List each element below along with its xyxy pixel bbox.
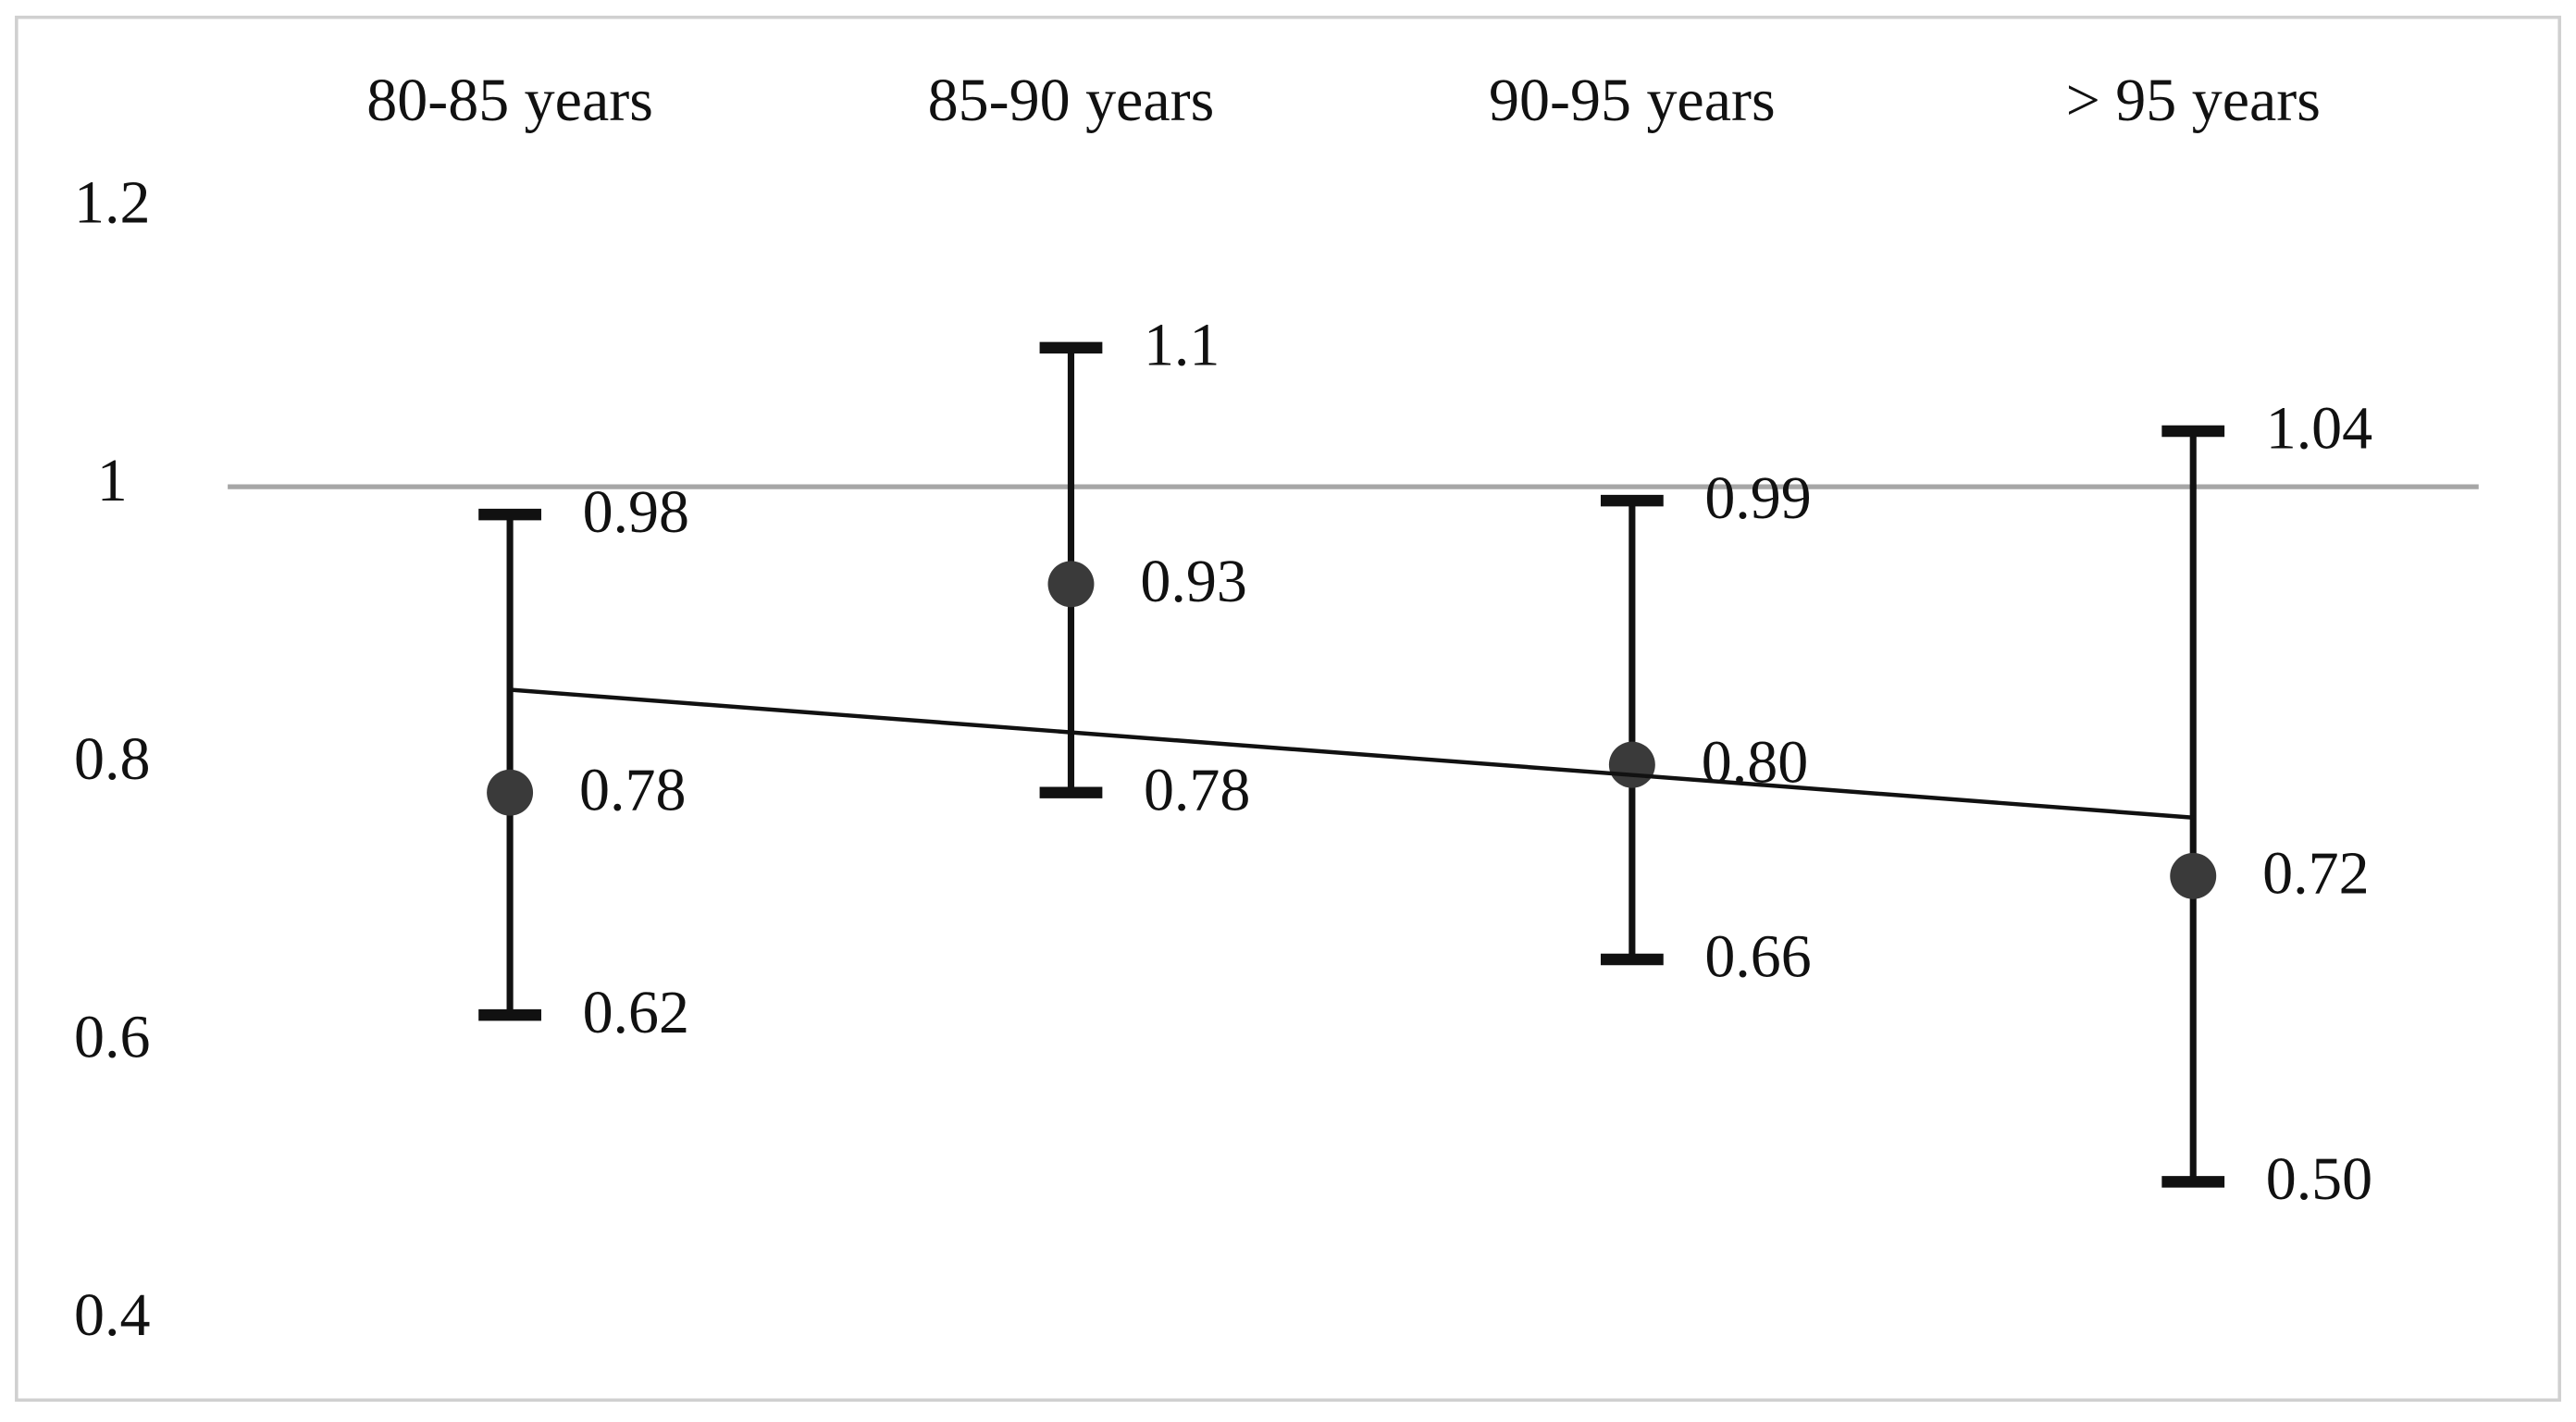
category-label: > 95 years [2066,67,2321,134]
value-label: 0.72 [2262,840,2369,908]
lower-label: 0.66 [1704,923,1811,991]
upper-label: 1.04 [2266,395,2372,463]
upper-label: 0.98 [583,478,689,546]
category-label: 90-95 years [1489,67,1776,134]
point [1047,561,1095,608]
value-label: 0.78 [579,756,686,823]
lower-label: 0.78 [1144,756,1250,823]
y-tick-label: 1.2 [74,169,150,237]
chart-border [15,15,2561,1403]
trend-line [509,687,2194,820]
lower-label: 0.62 [583,979,689,1046]
point [1608,741,1655,788]
y-tick-label: 0.6 [74,1003,150,1070]
y-tick-label: 0.4 [74,1281,150,1349]
y-tick-label: 1 [97,447,128,514]
category-label: 85-90 years [928,67,1215,134]
y-tick-label: 0.8 [74,725,150,793]
value-label: 0.93 [1140,548,1246,615]
point [2170,852,2217,899]
lower-label: 0.50 [2266,1145,2372,1213]
upper-label: 1.1 [1144,312,1220,379]
upper-label: 0.99 [1704,464,1811,532]
point [487,769,534,816]
category-label: 80-85 years [366,67,653,134]
